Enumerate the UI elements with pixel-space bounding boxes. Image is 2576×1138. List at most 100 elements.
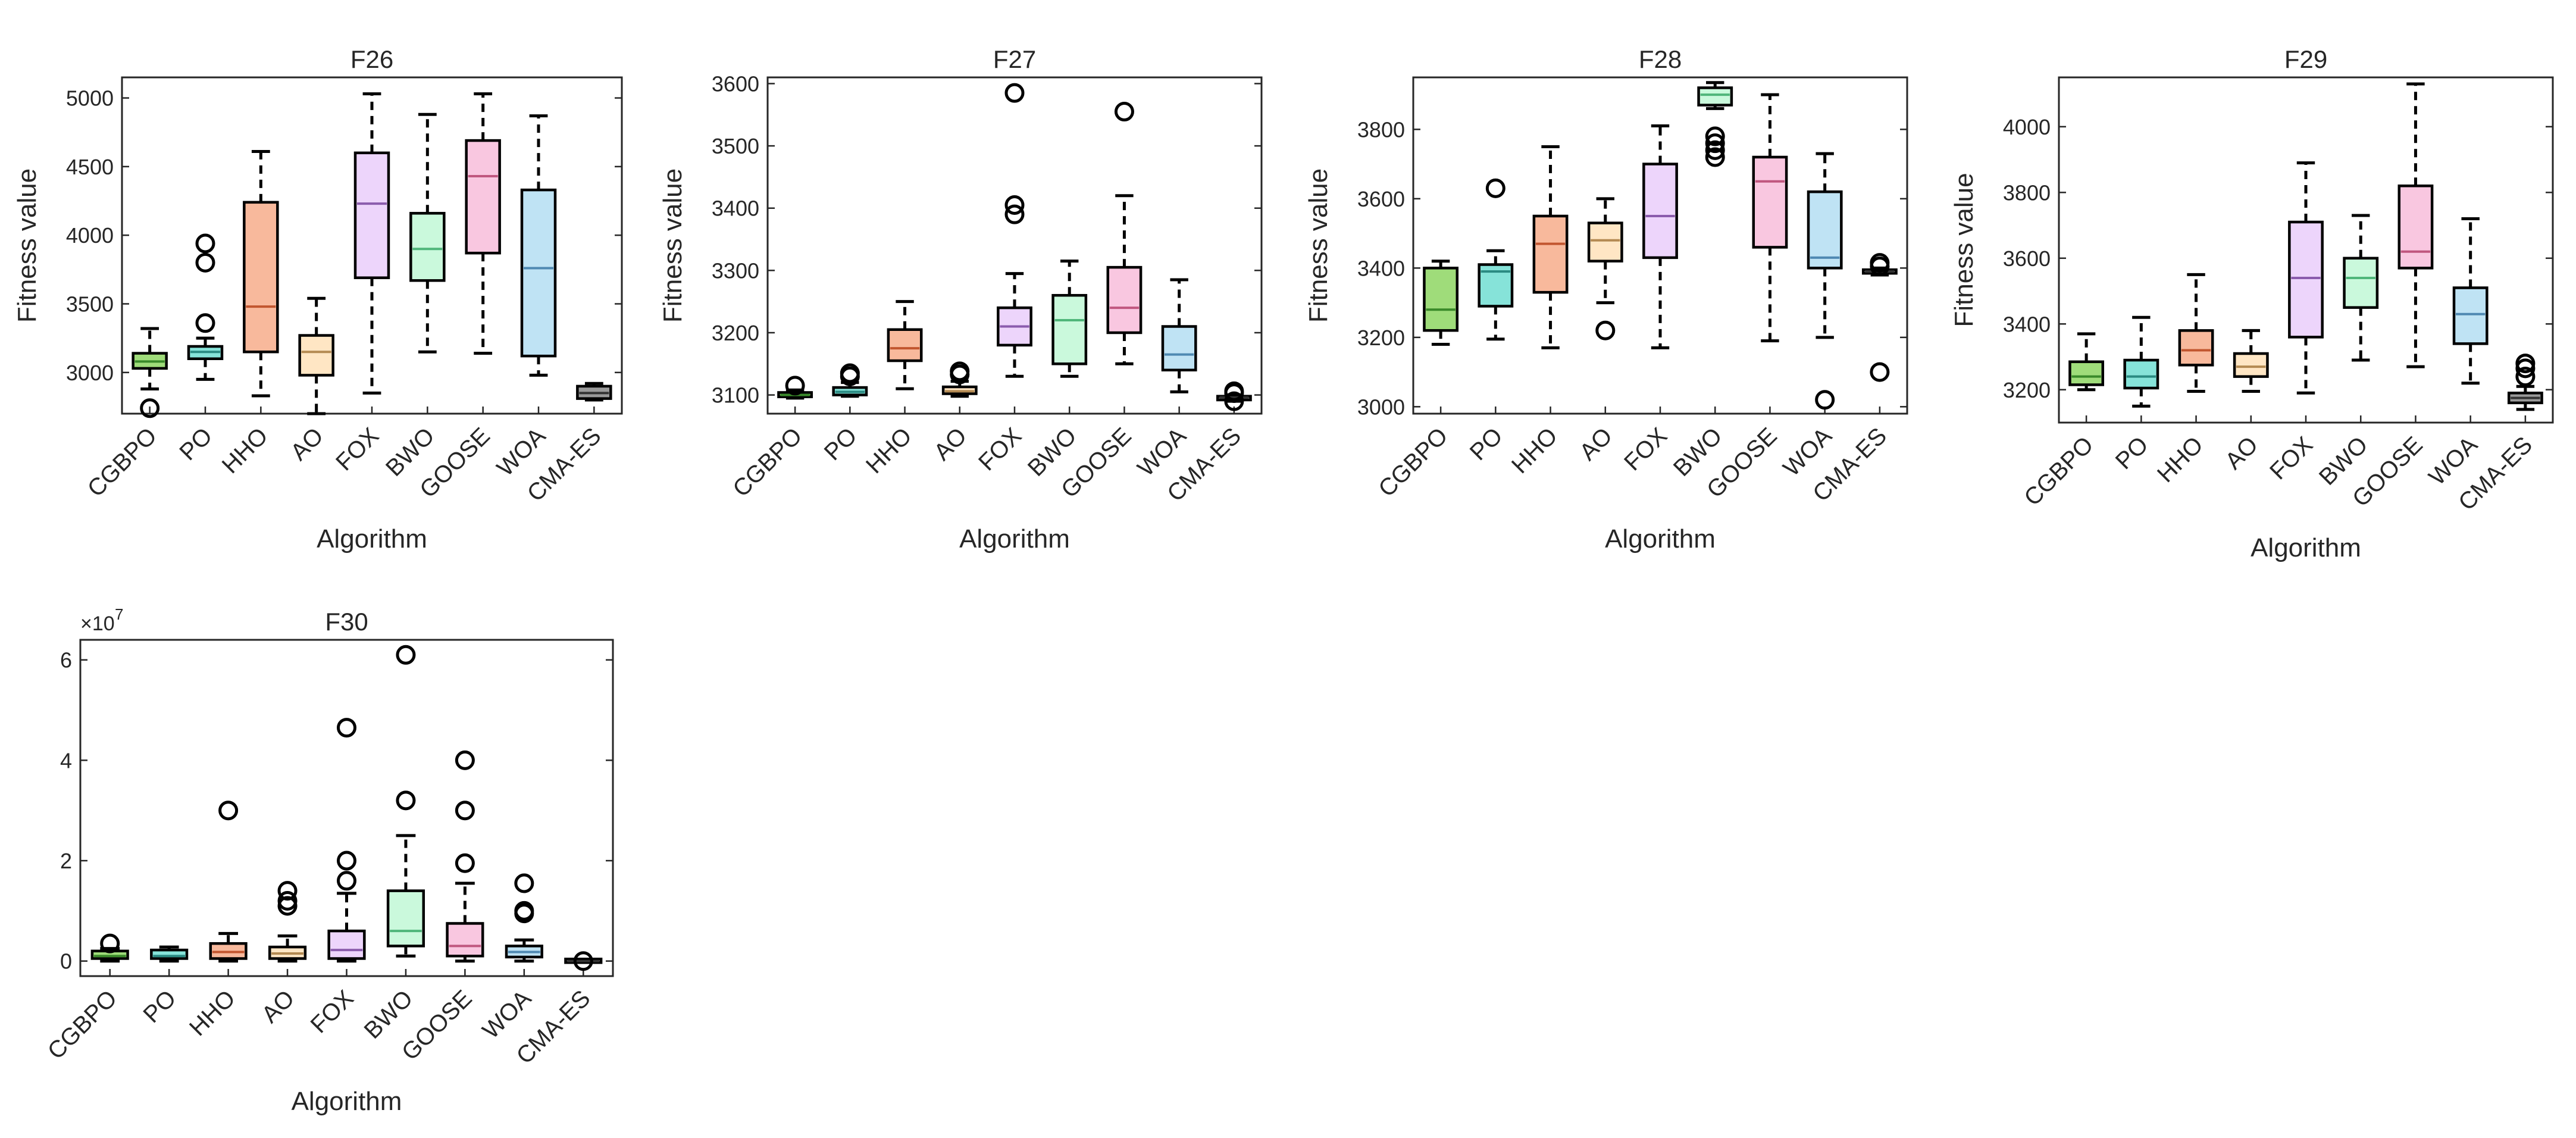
box-cgbpo [2068, 332, 2105, 392]
chart-f28: F28 3000 3200 3400 3600 3800 Fitness value CGBP… [1304, 45, 1908, 554]
box-ao [1587, 197, 1623, 340]
box-iqr [1106, 265, 1143, 334]
outlier-point [1705, 126, 1725, 146]
outlier-point [337, 851, 356, 871]
box-iqr [1752, 155, 1788, 249]
x-tick-label: AO [2220, 432, 2263, 474]
outlier-point [140, 398, 160, 418]
box-cgbpo [132, 327, 168, 418]
box-woa [2452, 217, 2489, 385]
box-hho [243, 150, 279, 398]
box-bwo [2343, 214, 2379, 362]
box-iqr [1051, 293, 1088, 365]
outlier-point [1004, 195, 1025, 215]
outlier-point [2515, 367, 2536, 387]
box-hho [209, 801, 248, 963]
box-goose [465, 92, 501, 355]
y-tick-label: 3500 [712, 134, 759, 158]
chart-title: F27 [993, 45, 1036, 73]
box-iqr [1532, 214, 1569, 294]
box-iqr [2397, 185, 2434, 270]
box-iqr [409, 212, 446, 282]
box-fox [353, 92, 390, 395]
chart-title: F28 [1639, 45, 1682, 73]
outlier-point [1705, 147, 1725, 167]
box-hho [1532, 145, 1569, 349]
box-cma-es [2507, 354, 2543, 411]
x-tick-label: CGBPO [728, 423, 807, 502]
outlier-point [218, 801, 239, 821]
box-po [187, 233, 224, 381]
x-tick-label: PO [2111, 432, 2154, 474]
y-axis-label: Fitness value [658, 168, 687, 323]
outlier-point [337, 718, 356, 738]
outlier-point [1224, 381, 1244, 401]
x-tick-label: AO [1575, 423, 1617, 465]
box-iqr [1161, 325, 1197, 372]
box-iqr [327, 929, 366, 960]
box-iqr [446, 922, 484, 958]
outlier-point [195, 233, 215, 254]
x-tick-label: HHO [184, 985, 240, 1041]
x-tick-label: AO [929, 423, 972, 465]
box-bwo [409, 112, 446, 354]
y-tick-label: 3500 [66, 292, 114, 317]
y-tick-label: 3300 [712, 258, 759, 283]
y-multiplier-exponent: 7 [115, 605, 123, 623]
x-tick-label: HHO [2152, 432, 2208, 487]
x-tick-label: AO [256, 985, 299, 1028]
box-po [150, 945, 189, 963]
box-cgbpo [90, 933, 129, 963]
box-iqr [2068, 360, 2105, 386]
box-iqr [887, 328, 923, 362]
box-cma-es [564, 951, 603, 971]
chart-title: F26 [350, 45, 393, 73]
y-tick-label: 5000 [66, 86, 114, 111]
box-hho [887, 300, 923, 390]
box-fox [327, 718, 366, 963]
x-axis-label: Algorithm [292, 1087, 402, 1116]
x-tick-label: PO [174, 423, 217, 465]
outlier-point [195, 313, 215, 333]
outlier-point [396, 790, 416, 811]
x-tick-label: FOX [1619, 423, 1672, 476]
box-cma-es [1861, 253, 1898, 382]
x-axis-label: Algorithm [1605, 524, 1716, 554]
box-cma-es [1216, 381, 1252, 411]
box-iqr [353, 151, 390, 279]
x-tick-label: CGBPO [2019, 432, 2098, 511]
x-tick-label: PO [139, 985, 181, 1028]
box-iqr [520, 188, 557, 358]
x-tick-label: FOX [331, 423, 384, 476]
x-tick-label: CGBPO [1373, 423, 1453, 502]
box-iqr [2233, 352, 2269, 378]
outlier-point [840, 363, 860, 383]
x-tick-label: CGBPO [43, 985, 122, 1064]
x-axis-label: Algorithm [959, 524, 1070, 554]
box-woa [1807, 152, 1843, 410]
box-goose [1752, 93, 1788, 343]
y-tick-label: 3800 [1357, 117, 1405, 142]
box-hho [2178, 273, 2214, 393]
y-tick-label: 2 [60, 849, 72, 873]
x-tick-label: PO [1465, 423, 1508, 465]
outlier-point [1004, 83, 1025, 103]
outlier-point [1815, 390, 1835, 410]
outlier-point [100, 933, 120, 953]
box-iqr [1423, 267, 1459, 332]
x-tick-label: HHO [861, 423, 917, 479]
y-tick-label: 4500 [66, 155, 114, 179]
box-po [832, 363, 868, 398]
outlier-point [337, 871, 356, 891]
outlier-point [1485, 178, 1505, 198]
box-iqr [2288, 220, 2324, 339]
outlier-point [1595, 320, 1616, 340]
x-tick-label: PO [819, 423, 862, 465]
box-po [1478, 178, 1514, 341]
outlier-point [2515, 354, 2536, 374]
outlier-point [1870, 253, 1890, 273]
box-iqr [2123, 358, 2159, 390]
x-tick-label: CGBPO [83, 423, 162, 502]
box-iqr [2452, 286, 2489, 345]
